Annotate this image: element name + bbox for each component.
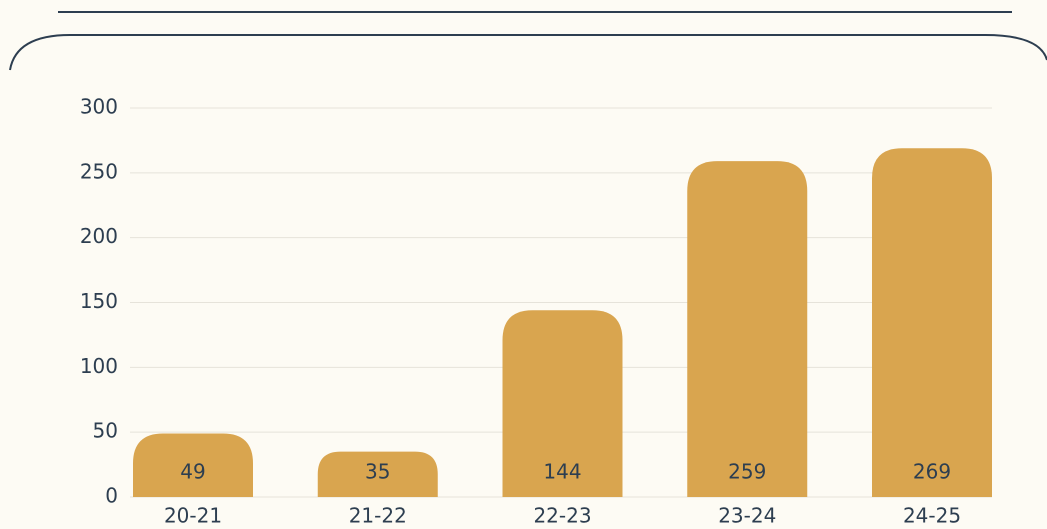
y-tick-label: 100 [80,354,118,378]
bar [317,451,438,497]
x-tick-label: 24-25 [903,504,961,528]
plot: 0 50 100 150 200 250 300 49 20-21 35 21-22 144 22-23… [80,95,992,528]
card-border [9,34,1047,71]
y-tick-label: 0 [105,484,118,508]
x-tick-label: 21-22 [349,504,407,528]
value-label: 269 [913,460,951,484]
value-label: 144 [543,460,581,484]
y-tick-label: 300 [80,95,118,119]
y-tick-label: 50 [93,419,118,443]
value-label: 259 [728,460,766,484]
y-tick-label: 250 [80,159,118,183]
value-label: 35 [365,460,390,484]
bar [502,310,623,497]
x-tick-label: 23-24 [718,504,776,528]
bar [872,148,992,498]
bar [133,433,253,497]
x-tick-label: 20-21 [164,504,222,528]
bar [687,161,808,497]
y-tick-label: 150 [80,289,118,313]
y-tick-label: 200 [80,224,118,248]
x-tick-label: 22-23 [533,504,591,528]
value-label: 49 [180,460,205,484]
